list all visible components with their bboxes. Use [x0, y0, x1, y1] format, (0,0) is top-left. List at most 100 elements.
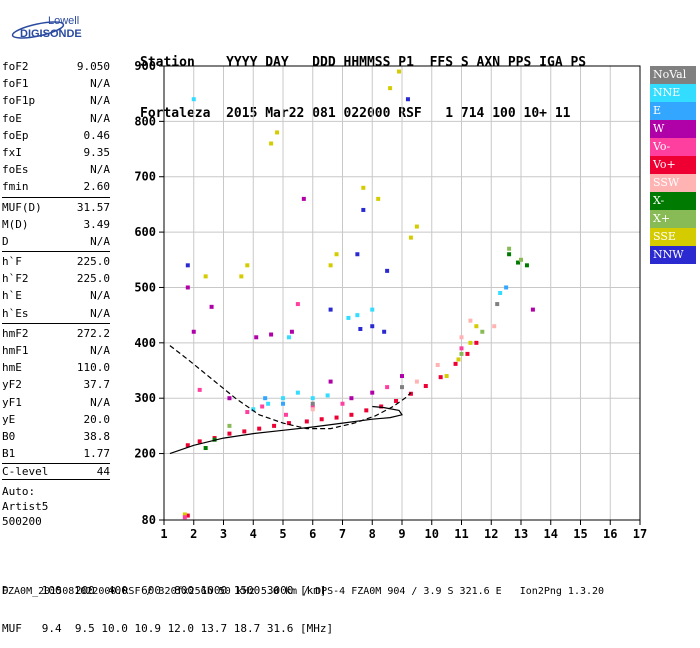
echo-point-vo-	[260, 404, 265, 409]
param-name: foF2	[2, 60, 29, 73]
echo-point-nne	[370, 307, 375, 312]
echo-point-nne	[325, 393, 330, 398]
echo-point-nne	[310, 396, 315, 401]
param-value: 272.2	[76, 326, 110, 340]
logo-graphic: Lowell DIGISONDE	[11, 15, 82, 40]
param-value: N/A	[90, 395, 110, 409]
echo-point-nne	[266, 401, 271, 406]
echo-point-nnw	[355, 252, 360, 257]
echo-point-vo-	[245, 410, 250, 415]
param-name: hmF2	[2, 326, 29, 340]
x-tick-label: 2	[190, 527, 197, 541]
echo-point-nnw	[361, 207, 366, 212]
param-value: 0.46	[83, 128, 111, 142]
echo-point-vo-	[197, 387, 202, 392]
echo-point-vo-	[459, 346, 464, 351]
legend-item: X-	[650, 192, 696, 210]
param-value: 2.60	[83, 180, 111, 194]
echo-point-x-	[507, 252, 512, 257]
param-row: yF2 37.7	[2, 376, 110, 393]
echo-point-vo-	[385, 385, 390, 390]
header-values-row: Fortaleza 2015 Mar22 081 022000 RSF 1 71…	[140, 106, 571, 121]
param-row: hmF1 N/A	[2, 342, 110, 359]
echo-point-x-	[524, 263, 529, 268]
echo-point-vo-	[272, 423, 277, 428]
param-value: N/A	[90, 234, 110, 248]
param-value: 20.0	[83, 412, 111, 426]
echo-point-sse	[456, 357, 461, 362]
echo-point-vo-	[283, 412, 288, 417]
param-row: foF2 9.050	[2, 58, 110, 75]
echo-point-vo-	[304, 419, 309, 424]
echo-point-noval	[400, 385, 404, 390]
echo-point-sse	[444, 374, 449, 379]
echo-point-vo-	[197, 439, 202, 444]
autoscaling-info: Auto: Artist5 500200	[2, 484, 48, 529]
legend-item: NoVal	[650, 66, 696, 84]
direction-legend: NoVal NNE E W Vo- Vo+ SSW X- X+ SSE NNW	[650, 66, 696, 264]
echo-point-ssw	[310, 407, 315, 412]
distance-row: D 100 200 400 600 800 1000 1500 3000 [km…	[2, 584, 327, 597]
param-name: hmE	[2, 361, 22, 375]
echo-point-w	[289, 329, 294, 334]
param-value: 9.35	[83, 145, 111, 159]
echo-point-noval	[495, 302, 500, 307]
param-name: foEs	[2, 163, 29, 177]
echo-point-sse	[388, 86, 393, 91]
echo-point-vo-	[242, 429, 247, 434]
echo-point-vo-	[319, 417, 324, 422]
legend-item: SSW	[650, 174, 696, 192]
echo-point-sse	[408, 235, 413, 240]
echo-point-w	[349, 396, 354, 401]
y-tick-label: 200	[134, 447, 156, 461]
echo-point-vo-	[257, 426, 262, 431]
echo-point-nne	[251, 407, 256, 412]
echo-point-x-	[227, 423, 232, 428]
echo-point-vo-	[438, 375, 443, 380]
echo-point-nne	[346, 315, 351, 320]
echo-point-e	[281, 401, 285, 406]
muf-row: MUF 9.4 9.5 10.0 10.9 12.0 13.7 18.7 31.…	[2, 621, 334, 635]
profile-dashed-curve	[169, 345, 412, 430]
param-name: yF2	[2, 378, 22, 392]
echo-point-sse	[334, 252, 339, 257]
echo-point-nne	[191, 97, 196, 102]
echo-point-w	[301, 196, 306, 201]
x-tick-label: 10	[425, 527, 439, 541]
param-value: 37.7	[83, 378, 111, 392]
y-tick-label: 700	[134, 170, 156, 184]
echo-point-sse	[361, 185, 366, 190]
param-row: B0 38.8	[2, 428, 110, 445]
echo-point-vo-	[185, 443, 190, 448]
echo-point-w	[269, 332, 274, 337]
x-tick-label: 14	[544, 527, 558, 541]
param-name: foF1p	[2, 94, 36, 108]
echo-point-nne	[355, 313, 360, 318]
param-name: D	[2, 234, 9, 248]
file-info-line: FZA0M_2015081022000.RSF / 320fx256h 50 k…	[2, 586, 605, 597]
echo-point-nnw	[328, 307, 333, 312]
param-value: N/A	[90, 94, 110, 108]
echo-point-sse	[376, 196, 381, 201]
echo-point-sse	[239, 274, 244, 279]
echo-point-x-	[516, 260, 521, 265]
param-name: h`Es	[2, 306, 29, 320]
echo-point-ssw	[459, 335, 464, 340]
distance-muf-table: D 100 200 400 600 800 1000 1500 3000 [km…	[2, 560, 333, 648]
param-value: 1.77	[83, 447, 111, 461]
param-name: h`F	[2, 255, 22, 269]
y-tick-label: 500	[134, 280, 156, 294]
param-row: h`Es N/A	[2, 305, 110, 322]
auto-line: 500200	[2, 515, 42, 528]
echo-point-vo-	[286, 421, 291, 426]
param-name: h`E	[2, 289, 22, 303]
echo-point-e	[263, 396, 268, 401]
x-tick-label: 6	[309, 527, 316, 541]
echo-point-nnw	[185, 263, 190, 268]
y-tick-label: 600	[134, 225, 156, 239]
echo-point-nnw	[405, 97, 410, 102]
x-tick-label: 16	[603, 527, 617, 541]
param-name: M(D)	[2, 217, 29, 231]
param-separator	[2, 251, 110, 253]
echo-point-noval	[310, 401, 315, 406]
